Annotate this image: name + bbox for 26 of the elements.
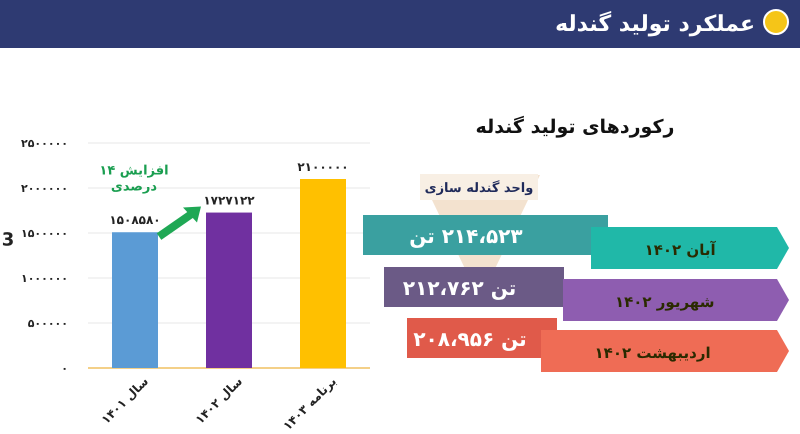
data-label: ۲۱۰۰۰۰۰ [297,160,349,174]
bar [112,232,158,368]
text: تن ۲۱۲،۷۶۲ [402,276,516,300]
data-label: ۱۵۰۸۵۸۰ [109,213,161,228]
bar [300,179,346,368]
text: تن ۲۰۸،۹۵۶ [413,327,527,351]
y-tick-label: ۵۰۰۰۰۰ [28,317,68,330]
data-label: ۱۷۲۷۱۲۲ [203,194,256,208]
text: ۲۱۴،۵۲۳ تن [409,224,523,248]
x-tick-label: برنامه ۱۴۰۳ [280,374,340,434]
x-tick-label: سال ۱۴۰۱ [98,374,152,427]
y-tick-label: ۰ [61,362,68,375]
y-tick-label: ۱۰۰۰۰۰۰ [21,272,68,285]
y-axis-title: 3 [2,230,14,250]
y-tick-label: ۲۵۰۰۰۰۰ [21,137,68,150]
text: عملکرد تولید گندله [555,10,755,37]
text: واحد گندله سازی [424,180,534,196]
text: آبان ۱۴۰۲ [644,240,716,259]
y-tick-label: ۱۵۰۰۰۰۰ [21,227,68,240]
annotation: افزایش ۱۴ درصدی [99,164,169,195]
x-tick-label: سال ۱۴۰۲ [192,374,246,427]
bar [206,212,252,368]
y-tick-label: ۲۰۰۰۰۰۰ [21,182,68,195]
text: اردیبهشت ۱۴۰۲ [594,344,711,362]
text: شهریور ۱۴۰۲ [614,293,714,311]
text: رکوردهای تولید گندله [476,115,674,138]
